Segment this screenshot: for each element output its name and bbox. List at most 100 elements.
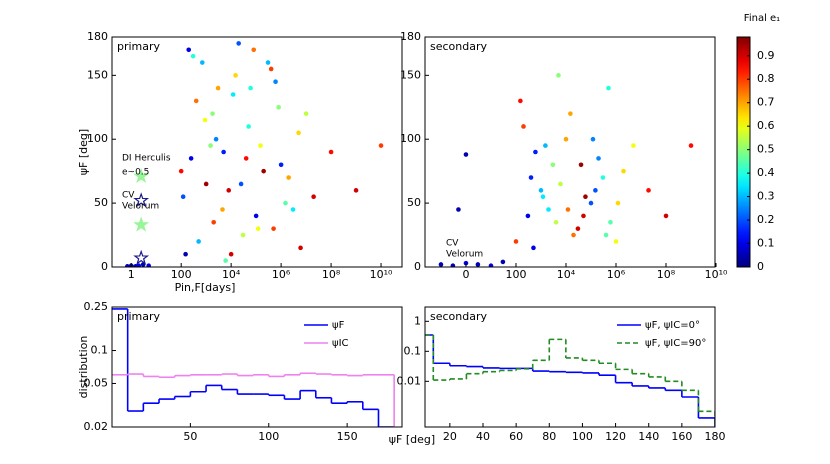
axes-frame (111, 36, 403, 268)
point (240, 232, 246, 238)
point (571, 232, 576, 238)
point (615, 200, 621, 206)
panel-label: secondary (430, 40, 487, 53)
plot-area (125, 41, 384, 267)
plot-area (425, 334, 715, 427)
point (546, 207, 551, 212)
point (303, 111, 309, 116)
colorbar (736, 36, 751, 268)
legend-label: ψIC (332, 338, 349, 349)
x-tick-label: 60 (509, 430, 523, 443)
point (593, 188, 598, 193)
point (265, 60, 271, 65)
point (290, 207, 296, 212)
colorbar-tick-label: 0 (757, 260, 764, 273)
axes-frame (111, 306, 403, 428)
hist-riser (126, 373, 395, 427)
x-tick-label: 180 (705, 430, 726, 443)
point (463, 152, 469, 157)
star-marker (133, 216, 150, 232)
point (488, 263, 494, 267)
point (273, 79, 278, 85)
point (278, 162, 284, 168)
point (606, 85, 611, 91)
axes-frame (424, 36, 716, 268)
point (258, 143, 263, 148)
y-tick-label: 1 (414, 314, 421, 327)
colorbar-tick-label: 0.3 (757, 190, 775, 203)
point (688, 143, 694, 148)
point (328, 149, 334, 155)
y-tick-label: 100 (87, 132, 108, 145)
star-marker (133, 249, 150, 265)
point (500, 259, 506, 265)
legend-label: ψF (332, 320, 345, 331)
point (200, 60, 205, 65)
point (136, 263, 142, 267)
point (378, 143, 384, 148)
point (211, 219, 216, 225)
annotation: Velorum (446, 250, 483, 260)
x-axis-label: ψF [deg] (389, 433, 435, 446)
colorbar-tick-label: 0.6 (757, 119, 775, 132)
point (475, 262, 481, 267)
point (253, 213, 259, 219)
point (286, 175, 291, 180)
colorbar-tick-label: 0.8 (757, 72, 775, 85)
x-tick-label: 150 (337, 430, 358, 443)
point (311, 194, 316, 200)
point (296, 130, 301, 136)
x-tick-label: 10⁶ (272, 268, 291, 281)
point (631, 143, 636, 148)
point (193, 98, 199, 104)
point (581, 213, 586, 219)
point (550, 162, 556, 168)
colorbar-tick-label: 0.1 (757, 237, 775, 250)
annotation: e~0.5 (122, 168, 149, 178)
y-tick-label: 0.02 (84, 420, 109, 433)
point (540, 194, 546, 200)
point (568, 111, 573, 116)
point (213, 136, 219, 142)
point (565, 207, 571, 212)
y-tick-label: 0.05 (84, 376, 109, 389)
y-tick-label: 0 (414, 260, 421, 273)
x-tick-label: 160 (671, 430, 692, 443)
point (450, 263, 456, 267)
annotation: CV (446, 239, 459, 249)
point (261, 168, 266, 174)
point (233, 73, 238, 78)
y-tick-label: 0.01 (397, 374, 422, 387)
point (525, 213, 531, 219)
point (208, 143, 213, 148)
colorbar-tick-label: 0.2 (757, 213, 775, 226)
annotation: CV (122, 191, 135, 201)
plot-area (438, 73, 694, 267)
point (188, 156, 194, 161)
y-tick-label: 0.1 (91, 344, 109, 357)
x-tick-label: 10⁸ (657, 268, 676, 281)
point (590, 136, 596, 142)
point (125, 264, 130, 267)
point (538, 188, 544, 193)
panel-label: primary (117, 40, 161, 53)
colorbar-title: Final e₁ (744, 13, 780, 24)
panel-label: primary (117, 310, 161, 323)
x-tick-label: 20 (443, 430, 457, 443)
point (196, 239, 201, 244)
point (353, 188, 359, 193)
point (210, 111, 215, 116)
y-tick-label: 0.1 (404, 344, 422, 357)
point (513, 239, 519, 244)
point (298, 245, 303, 251)
point (203, 181, 209, 187)
point (608, 219, 613, 225)
x-tick-label: 10⁴ (222, 268, 241, 281)
colorbar-tick-label: 0.4 (757, 166, 775, 179)
annotation: Velorum (122, 202, 159, 212)
x-tick-label: 0 (462, 268, 469, 281)
point (578, 162, 584, 168)
panel-label: secondary (430, 310, 487, 323)
x-tick-label: 100 (572, 430, 593, 443)
